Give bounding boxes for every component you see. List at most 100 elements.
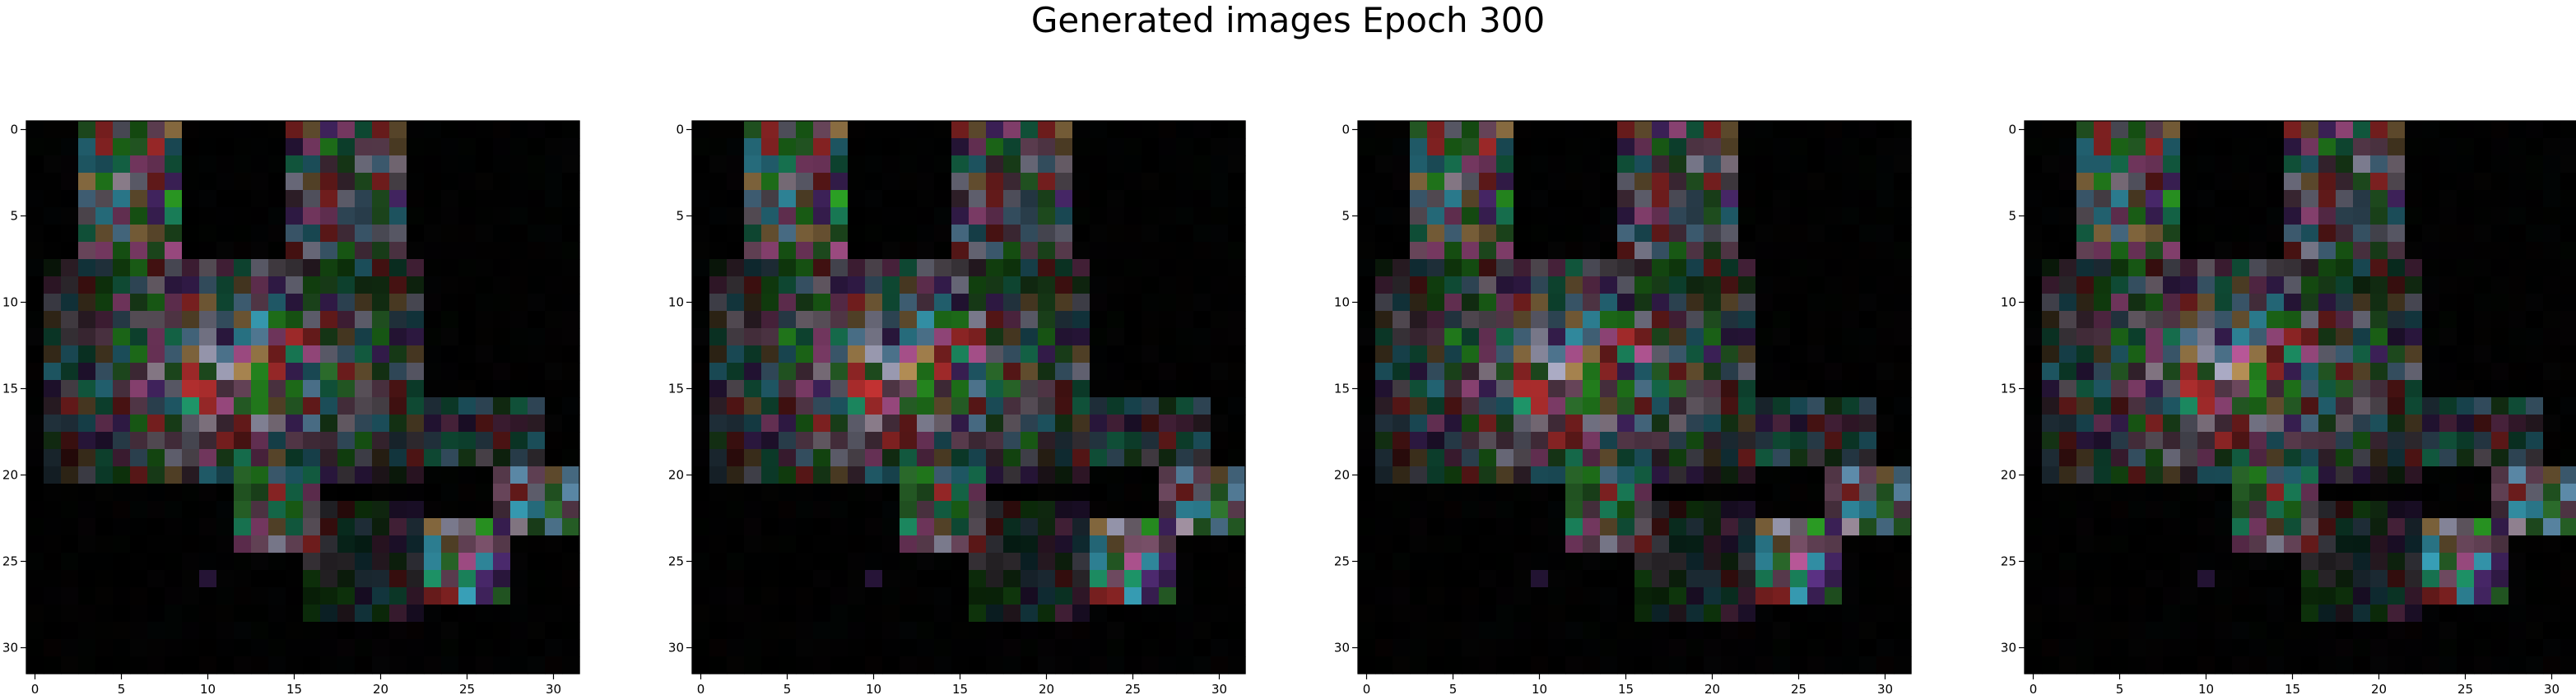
image-pixel	[216, 553, 235, 571]
image-pixel	[113, 518, 131, 536]
image-pixel	[2232, 570, 2250, 588]
image-pixel	[2318, 138, 2337, 156]
image-pixel	[61, 345, 79, 364]
image-pixel	[147, 121, 165, 139]
image-pixel	[2353, 173, 2371, 191]
image-pixel	[303, 121, 321, 139]
image-pixel	[113, 345, 131, 364]
image-pixel	[1211, 501, 1229, 519]
image-pixel	[1773, 190, 1791, 208]
image-pixel	[969, 605, 987, 623]
image-pixel	[182, 207, 200, 225]
image-pixel	[1228, 121, 1246, 139]
image-pixel	[934, 535, 952, 554]
image-pixel	[441, 345, 459, 364]
image-pixel	[2405, 553, 2423, 571]
image-pixel	[1090, 466, 1108, 484]
image-pixel	[199, 484, 217, 502]
image-pixel	[2388, 328, 2406, 346]
image-pixel	[26, 639, 44, 657]
image-pixel	[2405, 345, 2423, 364]
image-pixel	[2509, 380, 2527, 398]
image-pixel	[78, 570, 96, 588]
image-pixel	[1462, 225, 1480, 243]
image-pixel	[1193, 535, 1211, 554]
image-pixel	[1721, 207, 1739, 225]
image-pixel	[761, 225, 779, 243]
image-pixel	[1038, 570, 1056, 588]
image-pixel	[882, 345, 900, 364]
image-pixel	[2560, 276, 2576, 294]
image-pixel	[2457, 138, 2475, 156]
image-pixel	[337, 501, 356, 519]
image-pixel	[1600, 155, 1618, 174]
image-pixel	[1021, 484, 1039, 502]
image-pixel	[779, 449, 797, 467]
image-pixel	[44, 363, 62, 381]
image-pixel	[130, 553, 148, 571]
image-pixel	[1600, 225, 1618, 243]
image-pixel	[251, 605, 269, 623]
image-pixel	[320, 138, 338, 156]
image-pixel	[2509, 363, 2527, 381]
image-pixel	[251, 501, 269, 519]
image-pixel	[147, 535, 165, 554]
image-pixel	[44, 605, 62, 623]
image-pixel	[779, 207, 797, 225]
image-pixel	[865, 570, 883, 588]
image-pixel	[562, 639, 580, 657]
image-pixel	[61, 397, 79, 415]
image-pixel	[796, 294, 814, 312]
image-pixel	[727, 259, 745, 277]
image-pixel	[337, 225, 356, 243]
image-pixel	[389, 449, 407, 467]
image-pixel	[1072, 225, 1090, 243]
image-pixel	[147, 605, 165, 623]
image-pixel	[2474, 155, 2492, 174]
image-pixel	[389, 363, 407, 381]
image-pixel	[900, 138, 918, 156]
image-pixel	[1159, 535, 1177, 554]
image-pixel	[424, 605, 442, 623]
image-pixel	[320, 415, 338, 433]
y-tick-label: 5	[10, 209, 18, 224]
image-pixel	[389, 639, 407, 657]
image-pixel	[458, 173, 477, 191]
image-pixel	[2526, 276, 2544, 294]
image-pixel	[1514, 190, 1532, 208]
image-pixel	[1124, 501, 1142, 519]
image-pixel	[1358, 242, 1376, 260]
image-pixel	[2076, 121, 2095, 139]
image-pixel	[2076, 466, 2095, 484]
image-pixel	[727, 587, 745, 605]
image-pixel	[2076, 173, 2095, 191]
image-pixel	[1634, 207, 1653, 225]
image-pixel	[2249, 276, 2267, 294]
image-pixel	[2111, 380, 2129, 398]
image-pixel	[113, 432, 131, 450]
image-pixel	[407, 276, 425, 294]
image-pixel	[389, 242, 407, 260]
image-pixel	[2405, 328, 2423, 346]
image-pixel	[424, 207, 442, 225]
image-pixel	[355, 311, 373, 329]
image-pixel	[61, 518, 79, 536]
image-pixel	[1738, 173, 1756, 191]
image-pixel	[1514, 138, 1532, 156]
image-pixel	[2336, 294, 2354, 312]
image-pixel	[986, 432, 1004, 450]
x-tick-label: 30	[1211, 682, 1227, 695]
image-pixel	[848, 225, 866, 243]
image-pixel	[1193, 138, 1211, 156]
image-pixel	[545, 466, 563, 484]
image-pixel	[1444, 259, 1462, 277]
image-pixel	[95, 259, 114, 277]
image-pixel	[562, 311, 580, 329]
image-pixel	[830, 397, 849, 415]
image-pixel	[2267, 553, 2285, 571]
image-pixel	[2111, 155, 2129, 174]
image-pixel	[969, 449, 987, 467]
image-pixel	[692, 518, 710, 536]
image-pixel	[95, 570, 114, 588]
image-pixel	[2180, 207, 2198, 225]
